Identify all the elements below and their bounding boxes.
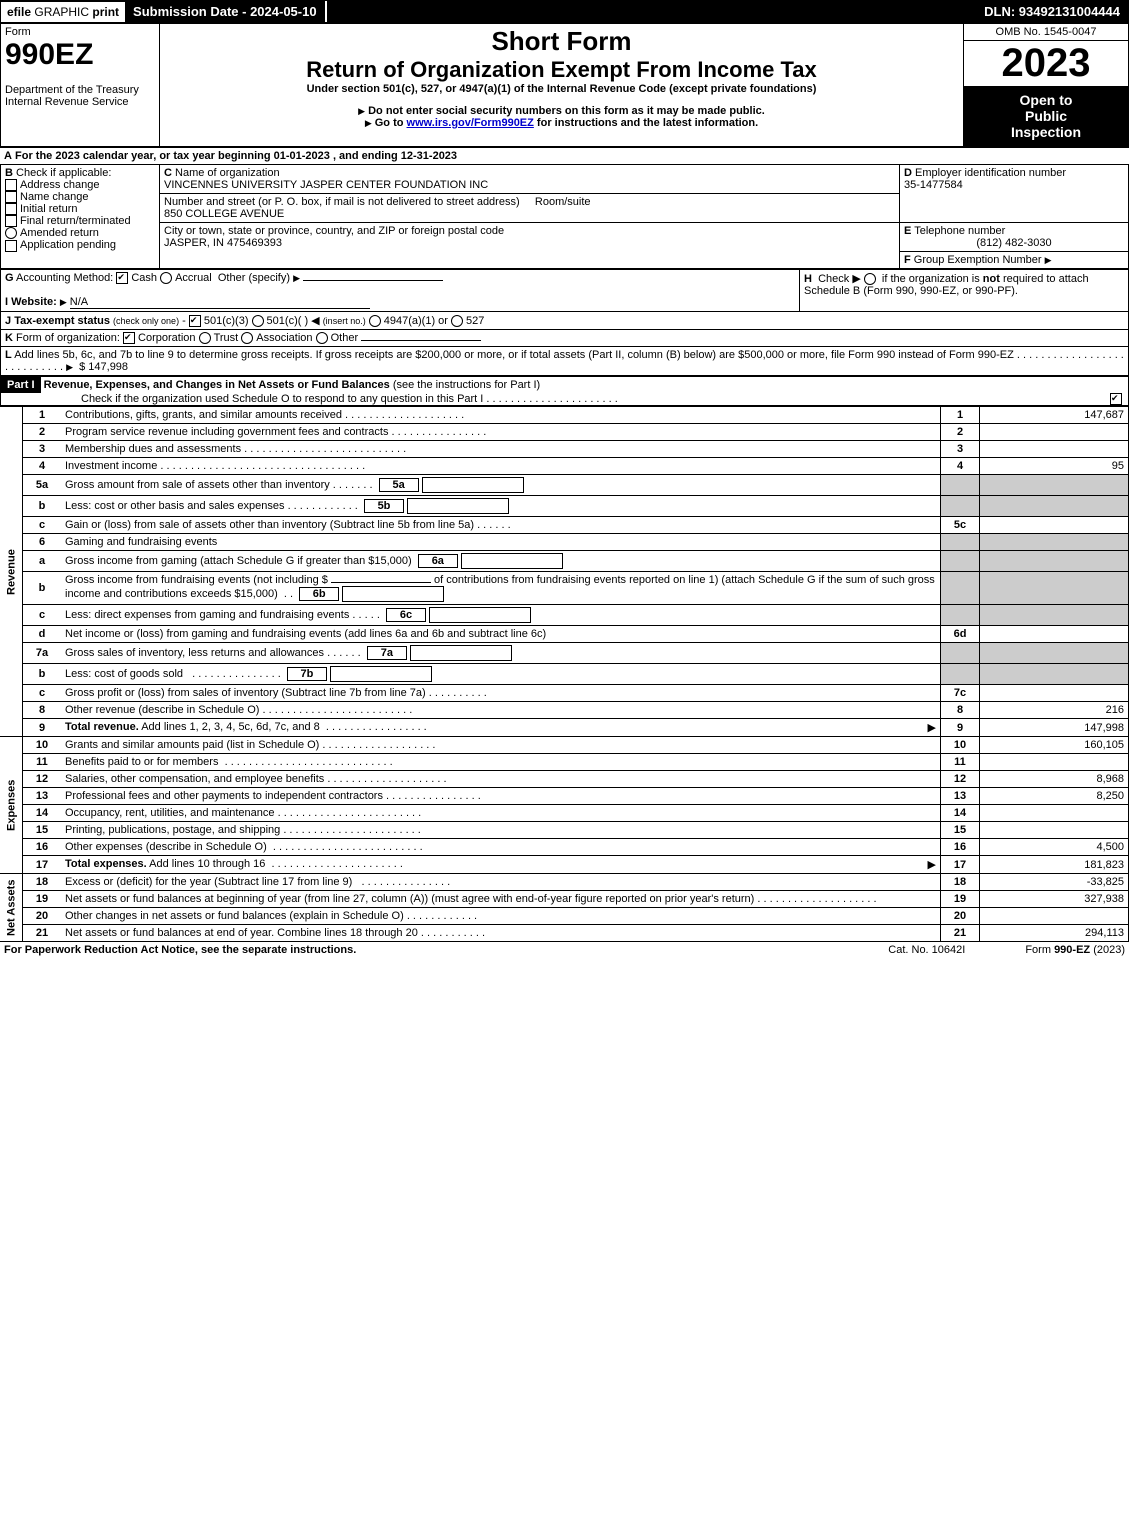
name-change-checkbox[interactable] <box>5 191 17 203</box>
part1-header: Part I Revenue, Expenses, and Changes in… <box>0 376 1129 406</box>
street: 850 COLLEGE AVENUE <box>164 208 284 220</box>
omb: OMB No. 1545-0047 <box>996 26 1097 38</box>
trust-radio[interactable] <box>199 332 211 344</box>
501c3-checkbox[interactable] <box>189 315 201 327</box>
footer: For Paperwork Reduction Act Notice, see … <box>0 942 1129 958</box>
other-radio[interactable] <box>316 332 328 344</box>
irs-link[interactable]: www.irs.gov/Form990EZ <box>407 117 534 129</box>
h-radio[interactable] <box>864 273 876 285</box>
final-return-checkbox[interactable] <box>5 215 17 227</box>
efile-link[interactable]: efile efile GRAPHIC printGRAPHIC print <box>1 2 125 22</box>
line19-amt: 327,938 <box>980 891 1129 908</box>
assoc-radio[interactable] <box>241 332 253 344</box>
submission-date: Submission Date - 2024-05-10 <box>125 1 327 22</box>
info-table: B Check if applicable: Address change Na… <box>0 164 1129 269</box>
4947-radio[interactable] <box>369 315 381 327</box>
arrow-icon <box>365 117 375 129</box>
b-label: B <box>5 167 13 179</box>
amended-return-radio[interactable] <box>5 227 17 239</box>
open-public: Open toPublicInspection <box>964 86 1128 146</box>
note1: Do not enter social security numbers on … <box>368 105 765 117</box>
application-pending-checkbox[interactable] <box>5 240 17 252</box>
arrow-icon <box>358 105 368 117</box>
form-label: Form <box>5 26 31 38</box>
line12-amt: 8,968 <box>980 771 1129 788</box>
schedule-o-checkbox[interactable] <box>1110 393 1122 405</box>
arrow-icon <box>1045 254 1055 266</box>
return-title: Return of Organization Exempt From Incom… <box>164 57 959 83</box>
line4-amt: 95 <box>980 458 1129 475</box>
top-bar: efile efile GRAPHIC printGRAPHIC print S… <box>0 0 1129 23</box>
corp-checkbox[interactable] <box>123 332 135 344</box>
section-a: A For the 2023 calendar year, or tax yea… <box>0 147 1129 164</box>
ein: 35-1477584 <box>904 179 963 191</box>
expenses-label: Expenses <box>0 737 23 874</box>
short-form-title: Short Form <box>164 26 959 57</box>
tax-year: 2023 <box>964 41 1128 86</box>
line17-amt: 181,823 <box>980 856 1129 874</box>
form-header: Form 990EZ Department of the TreasuryInt… <box>0 23 1129 147</box>
part1-label: Part I <box>1 377 41 393</box>
city: JASPER, IN 475469393 <box>164 237 282 249</box>
website: N/A <box>70 296 370 309</box>
org-name: VINCENNES UNIVERSITY JASPER CENTER FOUND… <box>164 179 488 191</box>
dln: DLN: 93492131004444 <box>976 1 1128 22</box>
form-number: 990EZ <box>5 38 93 71</box>
line9-amt: 147,998 <box>980 719 1129 737</box>
cash-checkbox[interactable] <box>116 272 128 284</box>
gross-receipts: $ 147,998 <box>79 361 128 373</box>
ghi-table: G Accounting Method: Cash Accrual Other … <box>0 269 1129 376</box>
revenue-label: Revenue <box>0 407 23 737</box>
line8-amt: 216 <box>980 702 1129 719</box>
lines-table: Revenue 1 Contributions, gifts, grants, … <box>0 406 1129 942</box>
line16-amt: 4,500 <box>980 839 1129 856</box>
initial-return-checkbox[interactable] <box>5 203 17 215</box>
accrual-radio[interactable] <box>160 272 172 284</box>
line1-amt: 147,687 <box>980 407 1129 424</box>
phone: (812) 482-3030 <box>904 237 1124 249</box>
dept: Department of the TreasuryInternal Reven… <box>5 84 139 108</box>
501c-radio[interactable] <box>252 315 264 327</box>
address-change-checkbox[interactable] <box>5 179 17 191</box>
netassets-label: Net Assets <box>0 874 23 942</box>
527-radio[interactable] <box>451 315 463 327</box>
line21-amt: 294,113 <box>980 925 1129 942</box>
line10-amt: 160,105 <box>980 737 1129 754</box>
subtitle: Under section 501(c), 527, or 4947(a)(1)… <box>164 83 959 95</box>
line18-amt: -33,825 <box>980 874 1129 891</box>
line13-amt: 8,250 <box>980 788 1129 805</box>
